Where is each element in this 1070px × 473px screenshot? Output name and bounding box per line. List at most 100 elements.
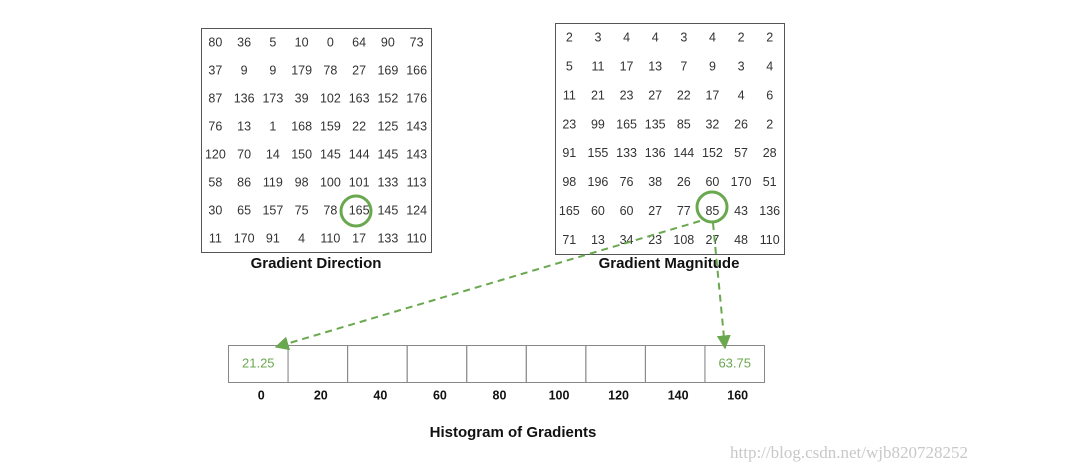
grid-cell: 11 [591, 60, 604, 74]
grid-cell: 65 [237, 203, 251, 217]
grid-cell: 17 [620, 60, 634, 74]
grid-cell: 60 [591, 204, 605, 218]
grid-cell: 196 [588, 175, 609, 189]
grid-cell: 87 [208, 91, 222, 105]
grid-cell: 64 [352, 35, 366, 49]
grid-cell: 36 [237, 35, 251, 49]
grid-cell: 113 [407, 175, 427, 189]
grid-cell: 51 [763, 175, 777, 189]
bin-label: 20 [314, 388, 328, 402]
watermark: http://blog.csdn.net/wjb820728252 [730, 443, 968, 462]
grid-cell: 4 [709, 31, 716, 45]
grid-cell: 170 [731, 175, 752, 189]
grid-cell: 76 [620, 175, 634, 189]
grid-cell: 157 [262, 203, 283, 217]
histogram-cell [466, 345, 527, 383]
grid-cell: 125 [377, 119, 398, 133]
grid-cell: 85 [705, 204, 719, 218]
grid-cell: 21 [591, 88, 605, 102]
grid-cell: 43 [734, 204, 748, 218]
grid-cell: 136 [645, 146, 666, 160]
grid-cell: 150 [291, 147, 312, 161]
grid-cell: 13 [591, 233, 605, 247]
grid-cell: 4 [738, 88, 745, 102]
grid-cell: 34 [620, 233, 634, 247]
grid-cell: 145 [377, 203, 398, 217]
grid-cell: 11 [209, 231, 222, 245]
bin-label: 100 [549, 388, 570, 402]
grid-cell: 176 [406, 91, 427, 105]
histogram-value: 63.75 [718, 355, 751, 370]
grid-cell: 143 [406, 147, 427, 161]
grid-cell: 4 [623, 31, 630, 45]
grid-cell: 14 [266, 147, 280, 161]
grid-cell: 48 [734, 233, 748, 247]
grid-cell: 38 [648, 175, 662, 189]
grid-cell: 3 [680, 31, 687, 45]
grid-cell: 32 [705, 117, 719, 131]
histogram-title: Histogram of Gradients [430, 424, 597, 441]
grid-cell: 144 [349, 147, 370, 161]
grid-cell: 179 [291, 63, 312, 77]
grid-cell: 60 [620, 204, 634, 218]
grid-cell: 73 [410, 35, 424, 49]
grid-cell: 4 [652, 31, 659, 45]
bin-label: 60 [433, 388, 447, 402]
grid-cell: 91 [266, 231, 280, 245]
grid-cell: 37 [208, 63, 222, 77]
grid-cell: 22 [677, 88, 691, 102]
grid-cell: 76 [208, 119, 222, 133]
bin-label: 140 [668, 388, 689, 402]
direction-title: Gradient Direction [251, 255, 382, 272]
grid-cell: 1 [269, 119, 276, 133]
grid-cell: 163 [349, 91, 370, 105]
grid-cell: 173 [262, 91, 283, 105]
grid-cell: 159 [320, 119, 341, 133]
grid-cell: 5 [566, 60, 573, 74]
grid-cell: 60 [705, 175, 719, 189]
grid-cell: 28 [763, 146, 777, 160]
grid-cell: 110 [320, 231, 340, 245]
arrow [712, 222, 731, 350]
histogram-cell [525, 345, 587, 383]
grid-cell: 119 [263, 175, 283, 189]
grid-cell: 23 [562, 117, 576, 131]
grid-cell: 77 [677, 204, 691, 218]
grid-cell: 22 [352, 119, 366, 133]
grid-cell: 75 [295, 203, 309, 217]
grid-cell: 58 [208, 175, 222, 189]
grid-cell: 124 [406, 203, 427, 217]
grid-cell: 168 [291, 119, 312, 133]
histogram-cell [644, 345, 706, 383]
grid-cell: 0 [327, 35, 334, 49]
grid-cell: 152 [702, 146, 723, 160]
grid-cell: 4 [298, 231, 305, 245]
grid-cell: 9 [241, 63, 248, 77]
grid-cell: 144 [673, 146, 694, 160]
grid-cell: 13 [648, 60, 662, 74]
grid-cell: 17 [705, 88, 719, 102]
grid-cell: 165 [349, 203, 370, 217]
grid-cell: 17 [352, 231, 366, 245]
magnitude-title: Gradient Magnitude [599, 255, 740, 272]
grid-cell: 6 [766, 88, 773, 102]
grid-cell: 27 [705, 233, 719, 247]
bin-label: 120 [608, 388, 629, 402]
grid-cell: 78 [323, 203, 337, 217]
grid-cell: 85 [677, 117, 691, 131]
highlight-circle [339, 194, 373, 228]
grid-cell: 152 [377, 91, 398, 105]
histogram-cell [406, 345, 468, 383]
grid-cell: 110 [760, 233, 780, 247]
grid-cell: 102 [320, 91, 341, 105]
grid-cell: 2 [566, 31, 573, 45]
grid-cell: 27 [352, 63, 366, 77]
direction-box [201, 28, 432, 253]
highlight-circle [695, 190, 729, 224]
grid-cell: 39 [295, 91, 309, 105]
grid-cell: 90 [381, 35, 395, 49]
grid-cell: 3 [594, 31, 601, 45]
grid-cell: 57 [734, 146, 748, 160]
grid-cell: 136 [234, 91, 255, 105]
